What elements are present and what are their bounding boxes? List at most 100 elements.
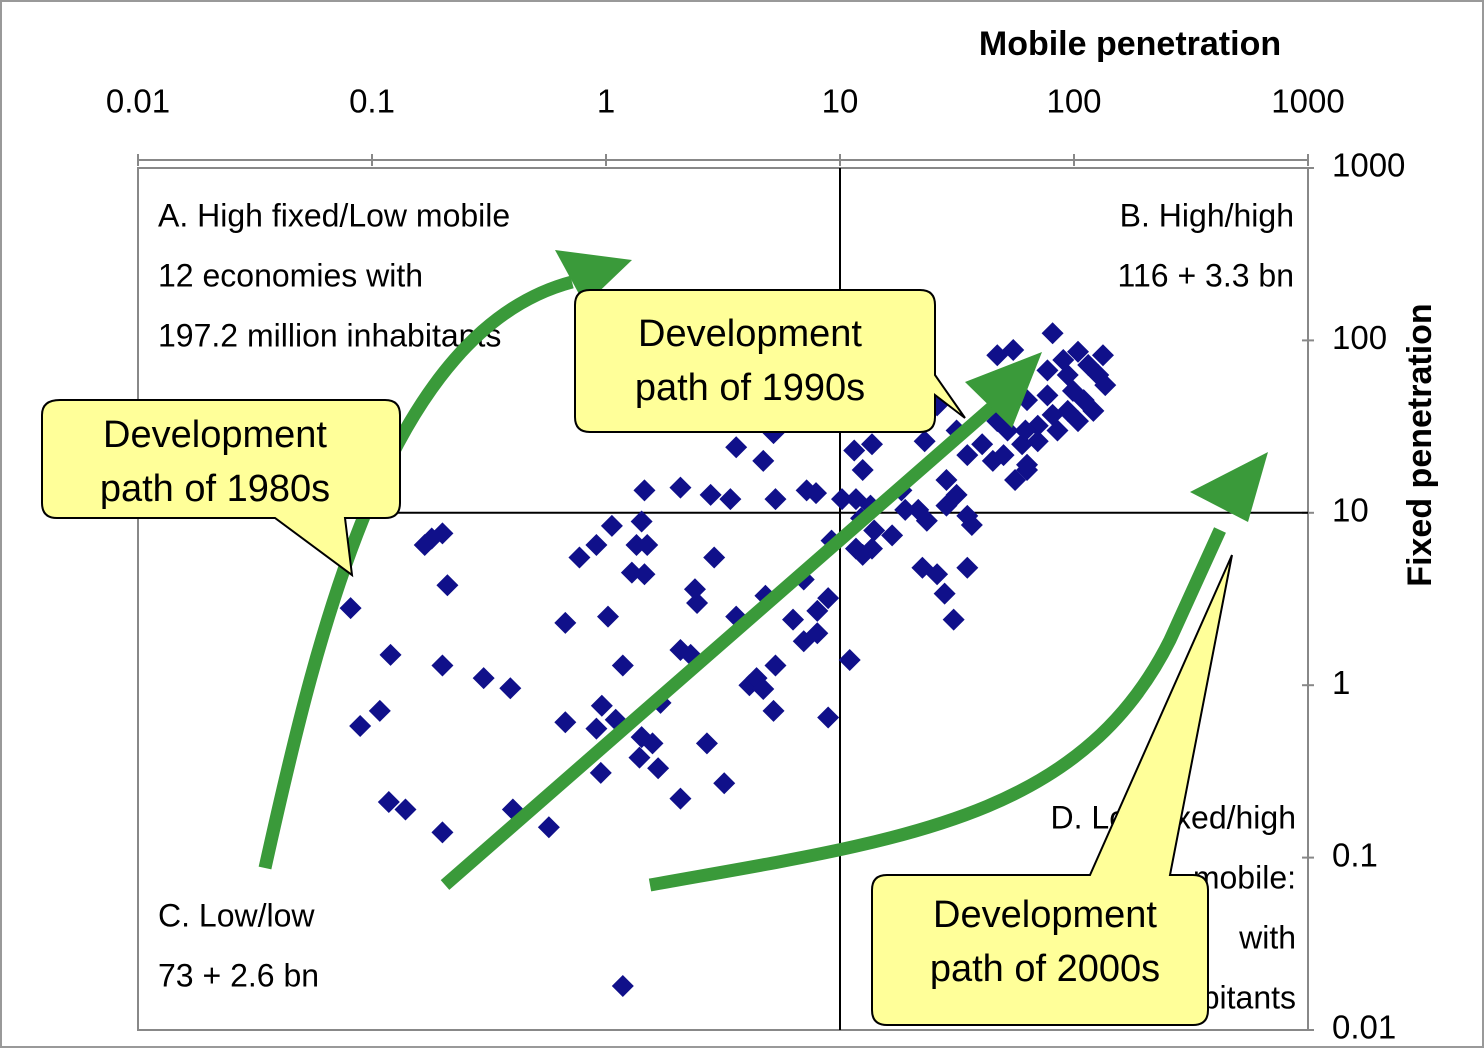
- quadrant-label: A. High fixed/Low mobile: [158, 197, 510, 233]
- point: [1066, 340, 1089, 363]
- point: [1072, 389, 1095, 412]
- point: [597, 605, 620, 628]
- x-tick-label: 1000: [1271, 83, 1344, 120]
- quadrant-label: 197.2 million inhabitants: [158, 317, 501, 353]
- arrowhead: [965, 352, 1042, 428]
- point: [630, 510, 653, 533]
- y-tick-label: 1000: [1332, 147, 1405, 184]
- point: [589, 761, 612, 784]
- point: [945, 483, 968, 506]
- point: [636, 534, 659, 557]
- callout-text: Development: [933, 894, 1157, 936]
- point: [935, 468, 958, 491]
- point: [960, 513, 983, 536]
- quadrant-label: B. High/high: [1120, 197, 1294, 233]
- point: [806, 599, 829, 622]
- point: [926, 563, 949, 586]
- point: [805, 482, 828, 505]
- point: [713, 772, 736, 795]
- point: [817, 587, 840, 610]
- point: [1026, 430, 1049, 453]
- y-tick-label: 1: [1332, 664, 1350, 701]
- point: [860, 433, 883, 456]
- quadrant-label: C. Low/low: [158, 897, 315, 933]
- quadrant-label: 73 + 2.6 bn: [158, 957, 319, 993]
- point: [915, 509, 938, 532]
- point: [1004, 468, 1027, 491]
- arrowhead: [1190, 452, 1268, 522]
- x-tick-label: 10: [822, 83, 859, 120]
- point: [1091, 344, 1114, 367]
- point: [379, 643, 402, 666]
- point: [669, 476, 692, 499]
- point: [913, 430, 936, 453]
- callouts: [41, 289, 1233, 1026]
- y-tick-label: 0.1: [1332, 836, 1378, 873]
- quadrant-label: mobile:: [1193, 859, 1296, 895]
- quadrant-label: 116 + 3.3 bn: [1118, 257, 1294, 293]
- point: [499, 677, 522, 700]
- point: [431, 522, 454, 545]
- point: [431, 821, 454, 844]
- callout-text: Development: [103, 414, 327, 456]
- point: [431, 654, 454, 677]
- point: [703, 546, 726, 569]
- point: [838, 649, 861, 672]
- point: [764, 488, 787, 511]
- point: [1041, 322, 1064, 345]
- point: [752, 678, 775, 701]
- point: [1056, 363, 1079, 386]
- point: [1094, 374, 1117, 397]
- point: [585, 717, 608, 740]
- point: [1036, 384, 1059, 407]
- x-tick-label: 0.01: [106, 83, 170, 120]
- point: [537, 816, 560, 839]
- point: [1066, 410, 1089, 433]
- x-tick-label: 0.1: [349, 83, 395, 120]
- point: [472, 667, 495, 690]
- point: [377, 791, 400, 814]
- point: [611, 654, 634, 677]
- point: [863, 519, 886, 542]
- plot: 0.01 0.1 1 10 100 1000 0.01 0.1 1 10 100 1000 Mobile…: [106, 25, 1439, 1046]
- point: [669, 787, 692, 810]
- callout-texts: Development path of 1980s Development path …: [100, 313, 1160, 990]
- point: [600, 514, 623, 537]
- point: [986, 344, 1009, 367]
- point: [725, 436, 748, 459]
- point: [764, 654, 787, 677]
- point: [860, 537, 883, 560]
- point: [782, 608, 805, 631]
- point: [843, 439, 866, 462]
- quadrant-label: with: [1238, 919, 1296, 955]
- x-tick-label: 100: [1046, 83, 1101, 120]
- point: [894, 498, 917, 521]
- point: [699, 483, 722, 506]
- point: [1016, 459, 1039, 482]
- point: [933, 582, 956, 605]
- point: [628, 746, 651, 769]
- point: [554, 711, 577, 734]
- point: [611, 974, 634, 997]
- point: [585, 534, 608, 557]
- point: [368, 699, 391, 722]
- point: [851, 459, 874, 482]
- point: [339, 597, 362, 620]
- callout-2000s: [871, 554, 1233, 1026]
- callout-1980s: [41, 399, 401, 578]
- callout-text: Development: [638, 313, 862, 355]
- point: [942, 608, 965, 631]
- point: [568, 546, 591, 569]
- y-axis-title: Fixed penetration: [1401, 303, 1439, 586]
- point: [817, 706, 840, 729]
- point: [992, 444, 1015, 467]
- point: [633, 479, 656, 502]
- point: [647, 757, 670, 780]
- callout-text: path of 2000s: [930, 948, 1160, 990]
- callout-1990s: [574, 289, 966, 433]
- point: [686, 591, 709, 614]
- point: [806, 622, 829, 645]
- point: [881, 524, 904, 547]
- point: [641, 732, 664, 755]
